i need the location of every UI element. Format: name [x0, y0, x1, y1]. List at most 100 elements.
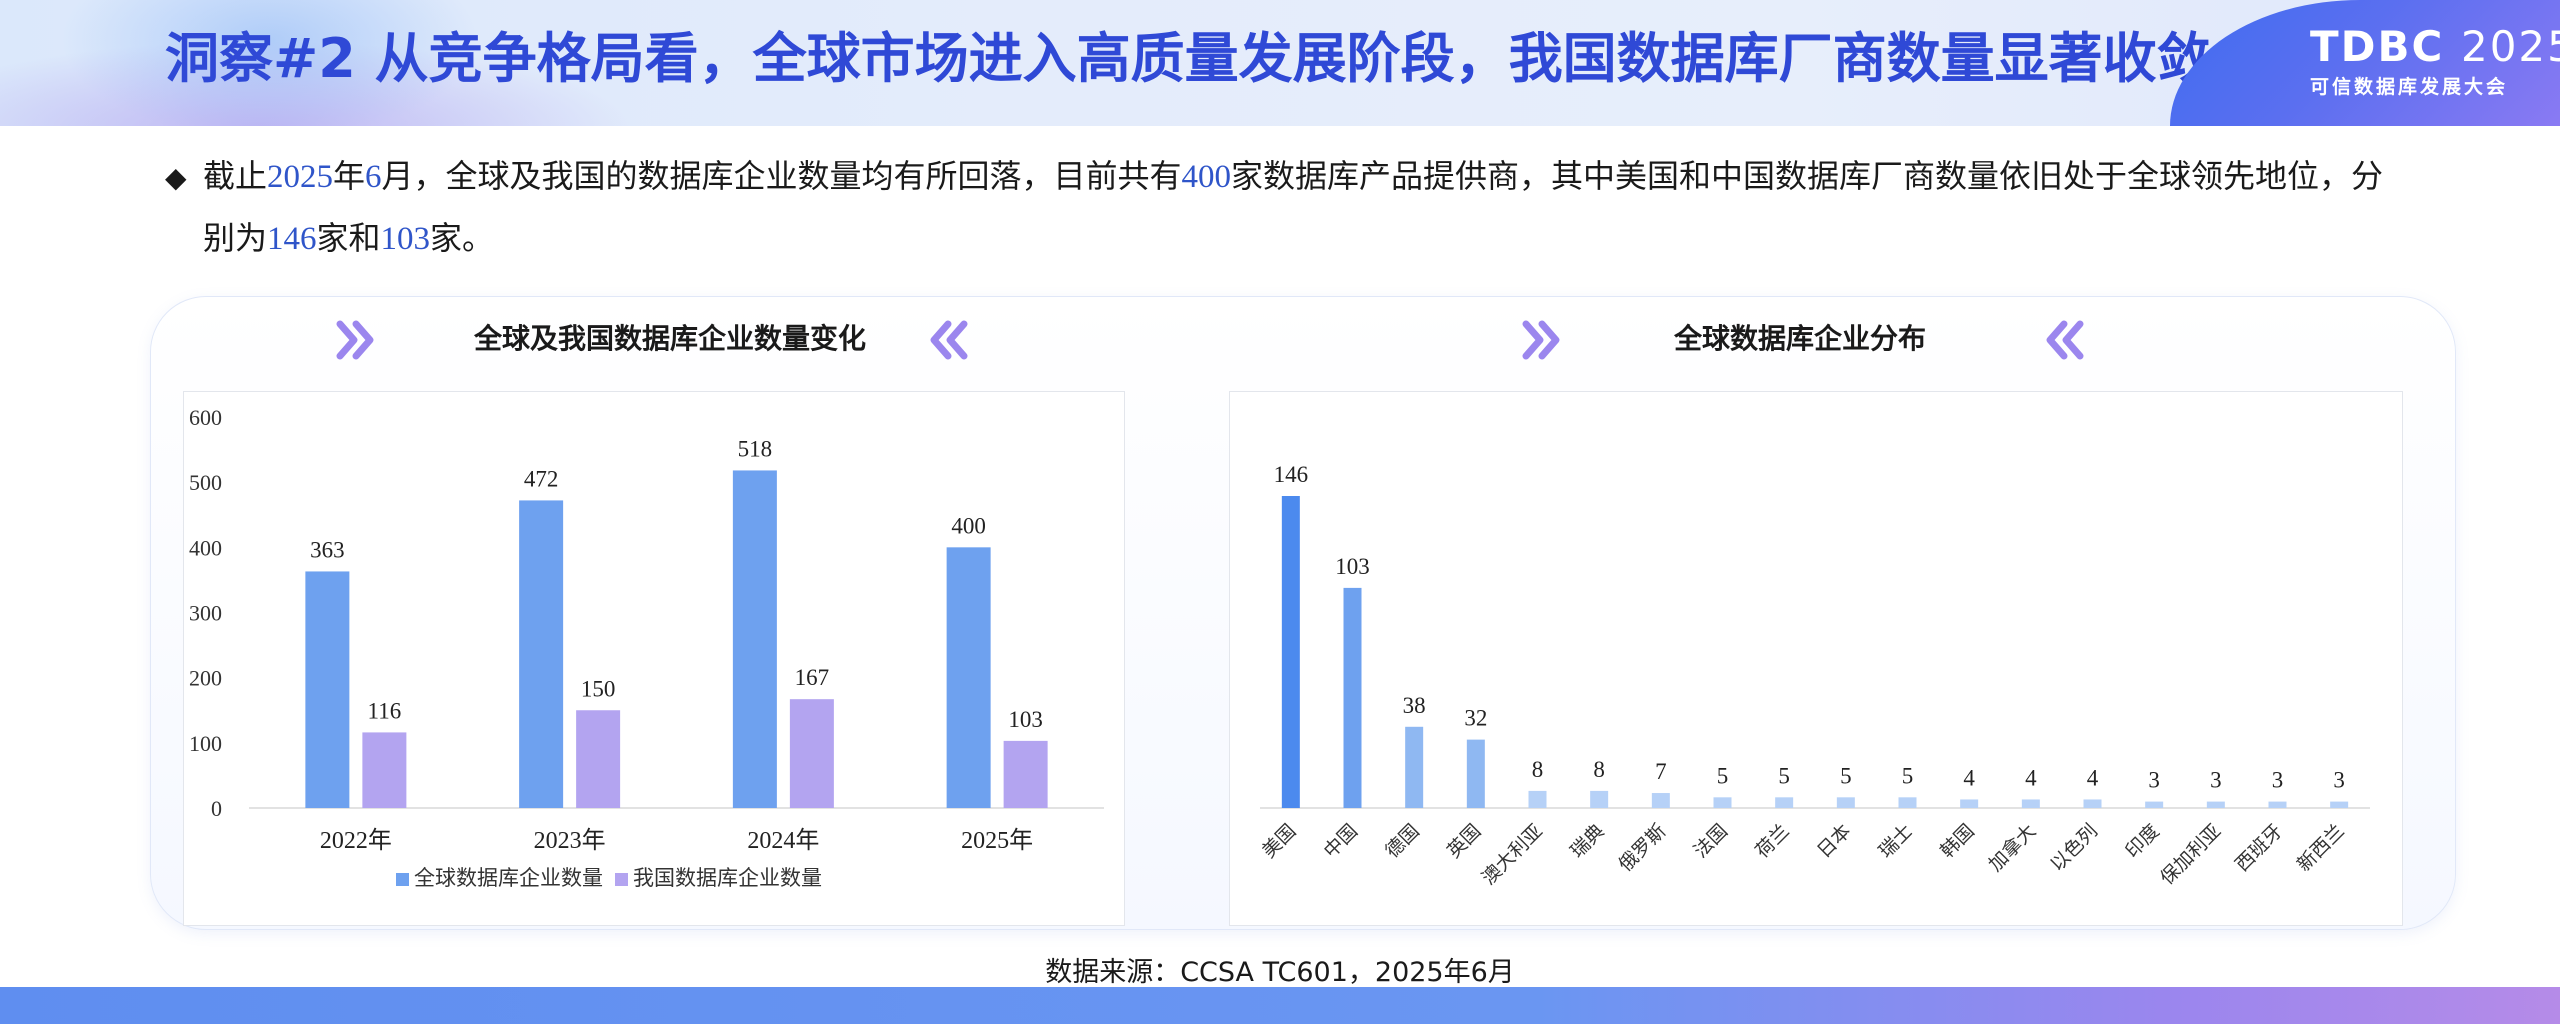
- x-tick-label: 瑞典: [1566, 820, 1608, 862]
- legend-label: 全球数据库企业数量: [414, 866, 603, 890]
- x-tick-label: 日本: [1813, 820, 1855, 862]
- data-label: 5: [1778, 763, 1790, 788]
- bar-china: [1003, 740, 1048, 808]
- x-tick-label: 2025年: [961, 827, 1033, 854]
- summary-text-part: 家和: [316, 219, 381, 257]
- data-label: 150: [581, 676, 616, 701]
- data-label: 4: [1963, 765, 1975, 790]
- data-label: 7: [1655, 759, 1667, 784]
- data-label: 363: [310, 537, 345, 562]
- x-tick-label: 2022年: [320, 827, 392, 854]
- summary-line-1: ◆ 截止2025年6月，全球及我国的数据库企业数量均有所回落，目前共有400家数据…: [165, 146, 2445, 208]
- legend-label: 我国数据库企业数量: [633, 866, 822, 890]
- chart-1-svg: 0 100 200 300 400 500 600 363 116 2022年 472 150 2023…: [189, 405, 1104, 890]
- bar-china: [362, 732, 407, 808]
- chart-1-frame: 0 100 200 300 400 500 600 363 116 2022年 472 150 2023…: [183, 391, 1125, 926]
- data-label: 8: [1532, 757, 1544, 782]
- chevron-right-icon: [1522, 320, 1560, 360]
- header-decoration: [60, 0, 480, 126]
- bar-country: [1528, 790, 1547, 808]
- bar-country: [1590, 790, 1609, 808]
- chart-1-title: 全球及我国数据库企业数量变化: [473, 322, 866, 355]
- chart-2-title: 全球数据库企业分布: [1673, 322, 1926, 355]
- y-tick-label: 200: [189, 666, 222, 691]
- x-tick-label: 保加利亚: [2156, 820, 2225, 889]
- y-tick-label: 600: [189, 405, 222, 430]
- chevron-left-icon: [930, 320, 968, 360]
- bullet-icon: ◆: [165, 161, 187, 194]
- data-label: 103: [1008, 707, 1043, 732]
- data-label: 38: [1403, 693, 1426, 718]
- summary-text: ◆ 截止2025年6月，全球及我国的数据库企业数量均有所回落，目前共有400家数据…: [165, 146, 2445, 269]
- x-tick-label: 加拿大: [1984, 819, 2041, 876]
- brand-title: TDBC 2025: [2310, 22, 2560, 71]
- bar-country: [2206, 801, 2225, 808]
- summary-line-2: 别为146家和103家。: [165, 208, 2445, 269]
- bar-country: [1343, 587, 1362, 808]
- y-tick-label: 400: [189, 535, 222, 560]
- summary-text-part: 家数据库产品提供商，其中美国和中国数据库厂商数量依旧处于全球领先地位，分: [1231, 157, 2384, 195]
- summary-text-part: 别为: [203, 219, 268, 257]
- x-tick-label: 2024年: [747, 827, 819, 854]
- bar-country: [2021, 799, 2040, 808]
- summary-number: 146: [267, 221, 317, 257]
- bar-global: [946, 547, 991, 808]
- page-title: 洞察#2 从竞争格局看，全球市场进入高质量发展阶段，我国数据库厂商数量显著收敛: [165, 27, 2211, 90]
- bar-country: [1960, 799, 1979, 808]
- x-tick-label: 美国: [1258, 820, 1300, 862]
- data-label: 518: [738, 436, 773, 461]
- legend-swatch: [615, 873, 628, 886]
- data-label: 3: [2272, 768, 2284, 793]
- brand-logo-block: TDBC 2025 可信数据库发展大会: [2170, 0, 2560, 126]
- data-label: 4: [2025, 765, 2037, 790]
- summary-number: 6: [365, 159, 382, 195]
- header-decoration: [0, 40, 640, 126]
- brand-name: TDBC: [2310, 22, 2445, 71]
- data-label: 3: [2210, 768, 2222, 793]
- x-tick-label: 德国: [1381, 820, 1423, 862]
- legend-swatch: [396, 873, 409, 886]
- bar-country: [1898, 797, 1917, 808]
- data-label: 116: [368, 698, 402, 723]
- data-label: 32: [1464, 706, 1487, 731]
- bar-china: [576, 710, 621, 808]
- data-label: 3: [2333, 768, 2345, 793]
- x-tick-label: 印度: [2121, 820, 2163, 862]
- data-source-note: 数据来源：CCSA TC601，2025年6月: [1045, 957, 1515, 988]
- header-band: 洞察#2 从竞争格局看，全球市场进入高质量发展阶段，我国数据库厂商数量显著收敛 …: [0, 0, 2560, 126]
- data-label: 103: [1335, 554, 1370, 579]
- summary-text-part: 家。: [430, 219, 495, 257]
- data-label: 5: [1717, 763, 1729, 788]
- data-label: 146: [1274, 462, 1309, 487]
- bar-china: [789, 699, 834, 808]
- bar-country: [2083, 799, 2102, 808]
- summary-text-part: 月，全球及我国的数据库企业数量均有所回落，目前共有: [381, 157, 1182, 195]
- bar-country: [2145, 801, 2164, 808]
- data-label: 4: [2087, 765, 2099, 790]
- data-label: 472: [524, 466, 559, 491]
- chart-2-frame: 146 美国 103 中国 38 德国 32 英国 8 澳大利亚 8 瑞典 7 俄罗斯 5 法国 5 荷兰 5 日本 5…: [1229, 391, 2403, 926]
- bar-global: [519, 500, 564, 808]
- bar-country: [1405, 726, 1424, 808]
- bar-global: [305, 571, 350, 808]
- x-tick-label: 西班牙: [2231, 820, 2287, 876]
- bar-country: [1713, 797, 1732, 808]
- bar-global: [732, 470, 777, 808]
- bar-country: [1836, 797, 1855, 808]
- data-label: 167: [795, 665, 830, 690]
- x-tick-label: 荷兰: [1751, 820, 1793, 862]
- footer-bar: [0, 987, 2560, 1024]
- x-tick-label: 英国: [1443, 820, 1485, 862]
- data-label: 5: [1840, 763, 1852, 788]
- data-label: 8: [1593, 757, 1605, 782]
- brand-year: 2025: [2460, 22, 2560, 71]
- chevron-left-icon: [2046, 320, 2084, 360]
- summary-number: 2025: [267, 159, 334, 195]
- bar-country: [1775, 797, 1794, 808]
- x-tick-label: 韩国: [1936, 820, 1978, 862]
- data-label: 3: [2148, 768, 2160, 793]
- data-label: 400: [951, 513, 986, 538]
- y-tick-label: 500: [189, 470, 222, 495]
- x-tick-label: 新西兰: [2293, 820, 2349, 876]
- x-tick-label: 中国: [1320, 820, 1362, 862]
